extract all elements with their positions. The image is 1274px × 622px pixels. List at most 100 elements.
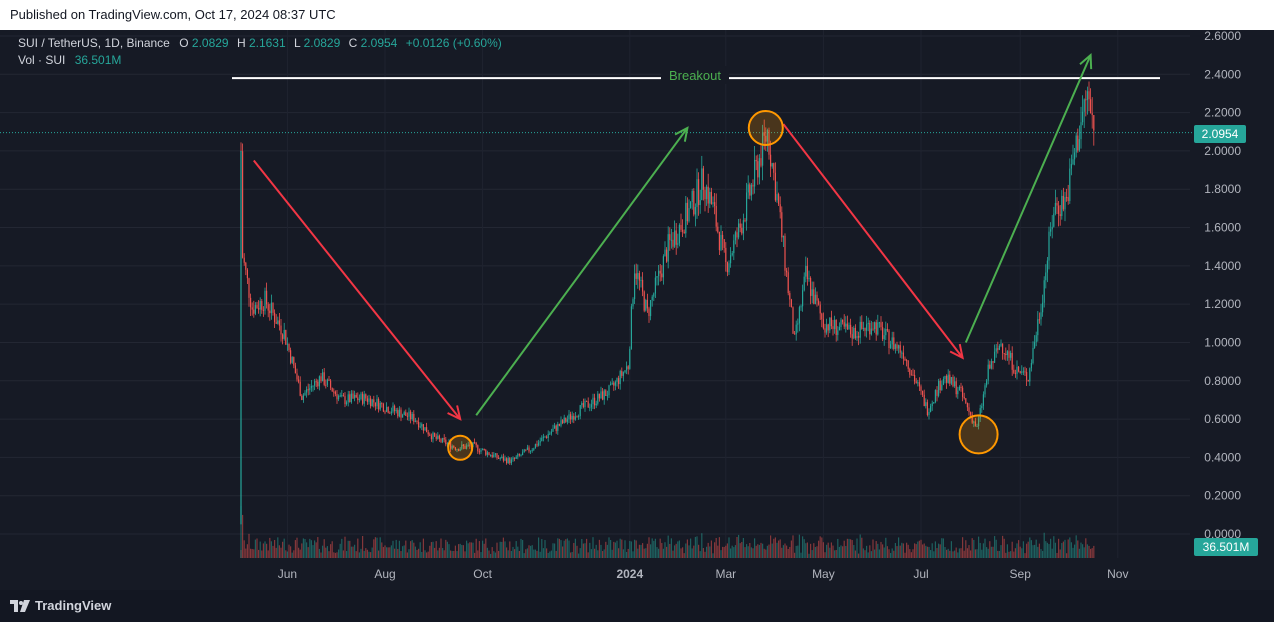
candle-body	[795, 324, 797, 335]
candle-body	[867, 322, 869, 325]
candle-body	[294, 365, 296, 374]
candle-body	[632, 299, 634, 307]
volume-bar	[898, 537, 900, 558]
volume-bar	[1010, 551, 1012, 558]
volume-bar	[1082, 544, 1084, 558]
candle-body	[365, 394, 367, 399]
candle-body	[992, 361, 994, 363]
candle-body	[1069, 168, 1071, 201]
price-scale[interactable]: 2.6000 2.4000 2.2000 2.0000 1.8000 1.6000 1.40…	[1204, 30, 1241, 541]
volume-bar	[378, 550, 380, 558]
candle-body	[659, 270, 661, 274]
candle-body	[622, 372, 624, 376]
candle-body	[725, 247, 727, 263]
volume-bar	[854, 550, 856, 558]
candle-body	[605, 390, 607, 396]
volume-bar	[931, 543, 933, 558]
volume-bar	[1026, 543, 1028, 558]
volume-bar	[386, 547, 388, 558]
price-tick-label: 0.2000	[1204, 489, 1241, 503]
volume-bar	[320, 552, 322, 558]
volume-bar	[957, 552, 959, 558]
candle-body	[1010, 352, 1012, 358]
volume-bar	[445, 539, 447, 558]
candle-body	[1027, 379, 1029, 382]
volume-bar	[269, 537, 271, 558]
volume-bar	[1002, 535, 1004, 558]
candle-body	[349, 394, 351, 402]
volume-bar	[424, 550, 426, 558]
candle-body	[970, 412, 972, 415]
breakout-label[interactable]: Breakout	[669, 68, 721, 83]
candle-body	[1006, 351, 1008, 356]
volume-bar	[810, 543, 812, 558]
volume-bar	[731, 545, 733, 558]
volume-bar	[339, 543, 341, 558]
candle-body	[421, 424, 423, 427]
volume-bar	[890, 552, 892, 558]
volume-bar	[397, 548, 399, 558]
candle-body	[904, 358, 906, 361]
candle-body	[928, 411, 930, 416]
candle-body	[742, 220, 744, 234]
candle-body	[790, 299, 792, 308]
volume-bar	[714, 542, 716, 558]
volume-bar	[530, 545, 532, 558]
candle-body	[834, 319, 836, 329]
volume-bar	[962, 537, 964, 558]
candle-body	[574, 416, 576, 420]
drawings[interactable]	[232, 53, 1160, 461]
legend-vol-label: Vol · SUI	[18, 53, 65, 67]
time-scale[interactable]: Jun Aug Oct 2024 Mar May Jul Sep Nov	[278, 567, 1129, 581]
volume-bar	[456, 550, 458, 558]
candle-body	[814, 294, 816, 304]
candle-body	[984, 385, 986, 395]
volume-bar	[270, 541, 272, 558]
price-chart[interactable]: 2.6000 2.4000 2.2000 2.0000 1.8000 1.6000 1.40…	[0, 30, 1274, 590]
volume-bar	[579, 548, 581, 558]
candle-body	[320, 376, 322, 382]
volume-bar	[357, 538, 359, 558]
volume-badge: 36.501M	[1203, 540, 1250, 554]
volume-bar	[754, 538, 756, 558]
candle-body	[435, 436, 437, 439]
volume-bar	[430, 542, 432, 558]
volume-bar	[384, 545, 386, 558]
candle-body	[322, 372, 324, 382]
candle-body	[875, 322, 877, 335]
price-tick-label: 1.6000	[1204, 221, 1241, 235]
tradingview-brand[interactable]: TradingView	[10, 598, 111, 613]
volume-bar	[451, 550, 453, 558]
volume-bar	[568, 540, 570, 558]
candle-body	[618, 378, 620, 385]
volume-bar	[845, 545, 847, 558]
volume-bar	[349, 540, 351, 558]
volume-bar	[578, 553, 580, 558]
candle-body	[837, 330, 839, 335]
candle-body	[624, 370, 626, 373]
volume-bar	[728, 537, 730, 558]
candle-body	[278, 320, 280, 326]
candle-body	[829, 317, 831, 331]
candle-body	[566, 419, 568, 422]
volume-bar	[317, 537, 319, 558]
volume-bar	[917, 541, 919, 558]
volume-bar	[475, 538, 477, 558]
volume-bar	[904, 552, 906, 558]
candle-body	[514, 457, 516, 459]
candle-body	[874, 322, 876, 330]
volume-bar	[706, 546, 708, 558]
candle-body	[630, 306, 632, 349]
volume-bar	[1069, 537, 1071, 558]
volume-bar	[1090, 548, 1092, 558]
volume-bar	[560, 540, 562, 558]
candle-body	[835, 319, 837, 335]
candle-body	[987, 364, 989, 381]
volume-bar	[398, 540, 400, 558]
candle-body	[1042, 302, 1044, 313]
volume-bar	[838, 546, 840, 558]
candle-body	[662, 256, 664, 278]
volume-bar	[702, 547, 704, 558]
volume-bar	[520, 538, 522, 558]
candle-body	[843, 322, 845, 327]
